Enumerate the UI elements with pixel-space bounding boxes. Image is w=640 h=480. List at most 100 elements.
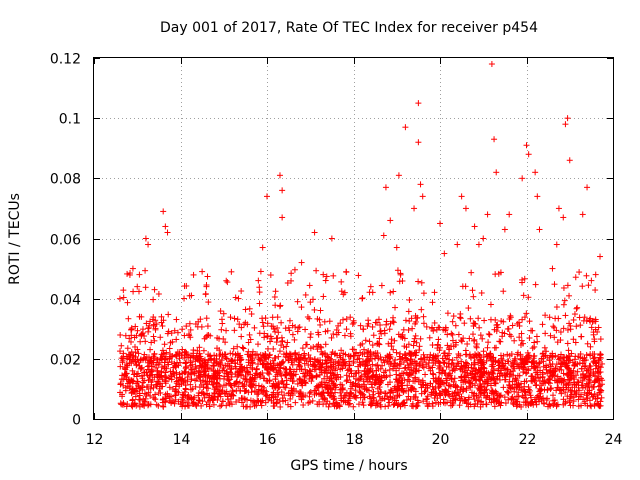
scatter-bg-point bbox=[142, 284, 149, 291]
scatter-bg-point bbox=[248, 358, 255, 365]
scatter-bg-point bbox=[564, 340, 571, 347]
scatter-point bbox=[264, 193, 270, 200]
scatter-bg-point bbox=[415, 376, 422, 383]
scatter-bg-point bbox=[332, 399, 339, 406]
scatter-bg-point bbox=[457, 314, 464, 321]
scatter-bg-point bbox=[196, 367, 203, 374]
scatter-bg-point bbox=[430, 327, 437, 334]
scatter-bg-point bbox=[181, 283, 188, 290]
scatter-point bbox=[359, 295, 366, 302]
scatter-bg-point bbox=[153, 364, 160, 371]
y-tick-label: 0.12 bbox=[50, 52, 81, 68]
scatter-bg-point bbox=[118, 355, 125, 362]
scatter-bg-point bbox=[199, 398, 206, 405]
scatter-bg-point bbox=[265, 361, 272, 368]
scatter-bg-point bbox=[378, 282, 385, 289]
y-tick-label: 0.06 bbox=[50, 233, 81, 249]
scatter-bg-point bbox=[134, 327, 141, 334]
scatter-bg-point bbox=[405, 308, 412, 315]
scatter-bg-point bbox=[532, 281, 539, 288]
scatter-bg-point bbox=[117, 400, 124, 407]
scatter-bg-point bbox=[362, 337, 369, 344]
scatter-bg-point bbox=[572, 274, 579, 281]
scatter-bg-point bbox=[479, 335, 486, 342]
scatter-bg-point bbox=[417, 335, 424, 342]
scatter-bg-point bbox=[485, 330, 492, 337]
scatter-bg-point bbox=[159, 347, 166, 354]
scatter-bg-point bbox=[272, 354, 279, 361]
scatter-point bbox=[380, 232, 387, 239]
x-axis-label: GPS time / hours bbox=[290, 458, 407, 474]
scatter-bg-point bbox=[438, 370, 445, 377]
scatter-bg-point bbox=[506, 373, 513, 380]
scatter-bg-point bbox=[386, 399, 393, 406]
scatter-bg-point bbox=[161, 341, 168, 348]
scatter-point bbox=[415, 139, 422, 146]
scatter-bg-point bbox=[436, 369, 443, 376]
scatter-bg-point bbox=[201, 335, 208, 342]
scatter-bg-point bbox=[235, 383, 242, 390]
scatter-bg-point bbox=[160, 350, 167, 357]
scatter-bg-point bbox=[504, 326, 511, 333]
scatter-bg-point bbox=[410, 342, 417, 349]
scatter-bg-point bbox=[393, 397, 400, 404]
scatter-bg-point bbox=[239, 344, 246, 351]
scatter-bg-point bbox=[280, 358, 287, 365]
scatter-bg-point bbox=[202, 291, 209, 298]
scatter-bg-point bbox=[553, 304, 560, 311]
scatter-bg-point bbox=[402, 317, 409, 324]
scatter-point bbox=[579, 211, 586, 218]
scatter-bg-point bbox=[302, 291, 309, 298]
scatter-bg-point bbox=[437, 399, 444, 406]
scatter-bg-point bbox=[280, 365, 287, 372]
scatter-bg-point bbox=[468, 269, 475, 276]
scatter-bg-point bbox=[562, 398, 569, 405]
scatter-bg-point bbox=[317, 307, 324, 314]
scatter-bg-point bbox=[257, 268, 264, 275]
scatter-bg-point bbox=[328, 334, 335, 341]
scatter-bg-point bbox=[573, 305, 580, 312]
scatter-bg-point bbox=[136, 396, 143, 403]
scatter-bg-point bbox=[532, 382, 539, 389]
scatter-bg-point bbox=[484, 344, 491, 351]
scatter-bg-point bbox=[585, 282, 592, 289]
scatter-bg-point bbox=[554, 373, 561, 380]
scatter-bg-point bbox=[264, 332, 271, 339]
scatter-bg-point bbox=[330, 272, 337, 279]
scatter-bg-point bbox=[455, 350, 462, 357]
scatter-bg-point bbox=[426, 334, 433, 341]
scatter-bg-point bbox=[409, 325, 416, 332]
scatter-bg-point bbox=[488, 382, 495, 389]
scatter-bg-point bbox=[477, 332, 484, 339]
scatter-bg-point bbox=[470, 331, 477, 338]
scatter-bg-point bbox=[223, 327, 230, 334]
scatter-bg-point bbox=[548, 385, 555, 392]
scatter-bg-point bbox=[453, 354, 460, 361]
scatter-point bbox=[387, 217, 394, 224]
scatter-point bbox=[393, 244, 400, 251]
scatter-bg-point bbox=[307, 299, 314, 306]
scatter-bg-point bbox=[578, 333, 585, 340]
scatter-bg-point bbox=[561, 297, 568, 304]
scatter-bg-point bbox=[411, 393, 418, 400]
scatter-bg-point bbox=[311, 356, 318, 363]
scatter-bg-point bbox=[204, 323, 211, 330]
scatter-bg-point bbox=[289, 331, 296, 338]
scatter-bg-point bbox=[500, 318, 507, 325]
scatter-point bbox=[255, 277, 262, 284]
scatter-bg-point bbox=[463, 360, 470, 367]
scatter-bg-point bbox=[475, 315, 482, 322]
scatter-bg-point bbox=[298, 396, 305, 403]
scatter-bg-point bbox=[487, 316, 494, 323]
scatter-bg-point bbox=[264, 333, 271, 340]
scatter-bg-point bbox=[476, 352, 483, 359]
scatter-bg-point bbox=[509, 322, 516, 329]
scatter-bg-point bbox=[147, 346, 154, 353]
scatter-bg-point bbox=[271, 402, 278, 409]
scatter-bg-point bbox=[322, 277, 329, 284]
scatter-bg-point bbox=[364, 323, 371, 330]
scatter-bg-point bbox=[330, 331, 337, 338]
scatter-bg-point bbox=[566, 292, 573, 299]
scatter-bg-point bbox=[444, 310, 451, 317]
scatter-bg-point bbox=[340, 356, 347, 363]
